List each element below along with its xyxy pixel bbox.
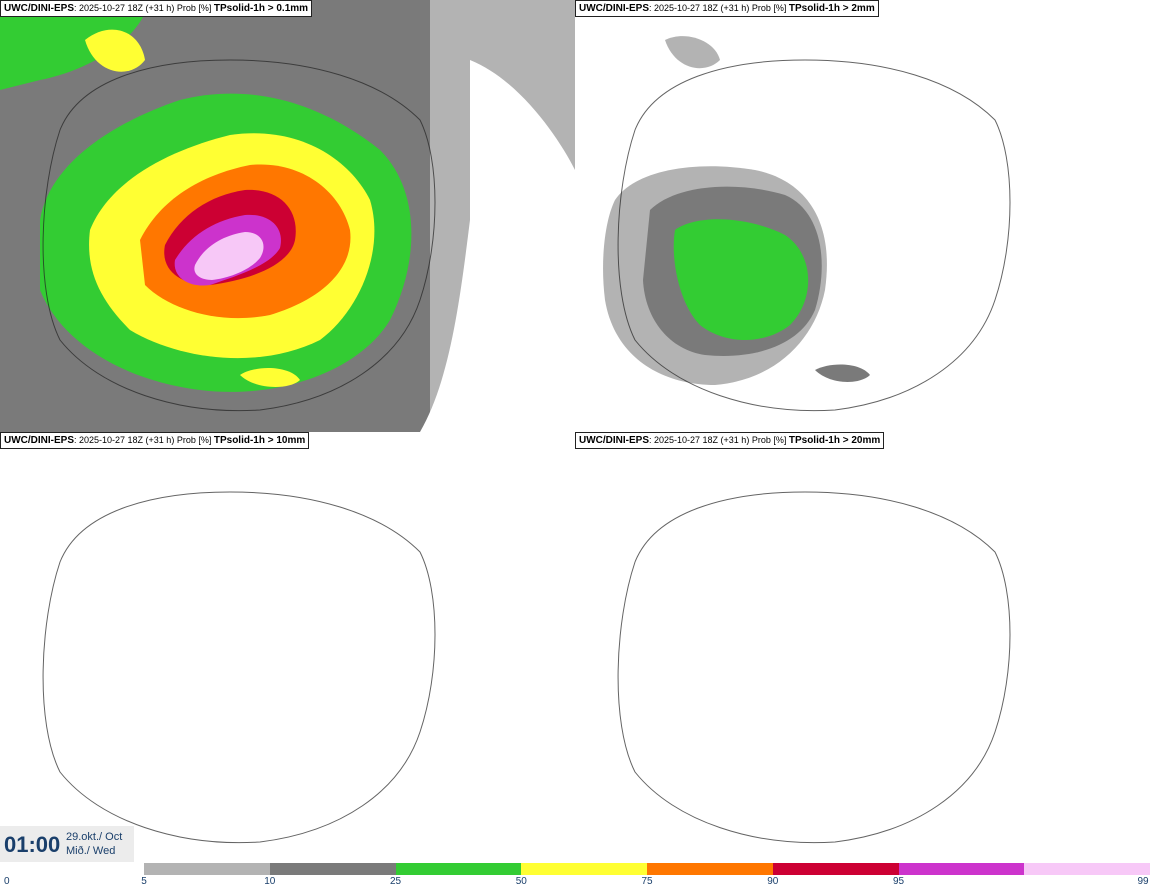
map-panel-20mm: UWC/DINI-EPS: 2025-10-27 18Z (+31 h) Pro… bbox=[575, 432, 1150, 864]
run-info: : 2025-10-27 18Z (+31 h) Prob [%] bbox=[649, 435, 787, 445]
panel-title: UWC/DINI-EPS: 2025-10-27 18Z (+31 h) Pro… bbox=[575, 432, 885, 449]
valid-date: 29.okt./ Oct bbox=[66, 831, 123, 843]
threshold-label: TPsolid-1h > 20mm bbox=[788, 435, 881, 446]
map-panel-10mm: UWC/DINI-EPS: 2025-10-27 18Z (+31 h) Pro… bbox=[0, 432, 575, 864]
panel-title: UWC/DINI-EPS: 2025-10-27 18Z (+31 h) Pro… bbox=[0, 0, 313, 17]
valid-time-box: 01:00 29.okt./ Oct Mið./ Wed bbox=[0, 826, 134, 862]
model-name: UWC/DINI-EPS bbox=[579, 3, 649, 14]
colorbar-tick-label: 99 bbox=[1137, 876, 1149, 887]
run-info: : 2025-10-27 18Z (+31 h) Prob [%] bbox=[74, 435, 212, 445]
colorbar-segment bbox=[772, 863, 899, 875]
threshold-label: TPsolid-1h > 10mm bbox=[213, 435, 306, 446]
colorbar-segment bbox=[647, 863, 773, 875]
run-info: : 2025-10-27 18Z (+31 h) Prob [%] bbox=[74, 3, 212, 13]
probability-colorbar bbox=[144, 863, 1150, 875]
map-panel-2mm: UWC/DINI-EPS: 2025-10-27 18Z (+31 h) Pro… bbox=[575, 0, 1150, 432]
colorbar-segment bbox=[395, 863, 522, 875]
iceland-outline-10mm bbox=[42, 491, 436, 844]
model-name: UWC/DINI-EPS bbox=[4, 3, 74, 14]
colorbar-tick-label: 5 bbox=[141, 876, 147, 887]
model-name: UWC/DINI-EPS bbox=[4, 435, 74, 446]
threshold-label: TPsolid-1h > 0.1mm bbox=[213, 3, 309, 14]
colorbar-tick-label: 10 bbox=[264, 876, 276, 887]
panel-title: UWC/DINI-EPS: 2025-10-27 18Z (+31 h) Pro… bbox=[0, 432, 310, 449]
colorbar-tick-label: 50 bbox=[515, 876, 527, 887]
threshold-label: TPsolid-1h > 2mm bbox=[788, 3, 875, 14]
colorbar-tick-label: 0 bbox=[4, 876, 10, 887]
colorbar-tick-label: 95 bbox=[892, 876, 905, 887]
colorbar-tick-label: 90 bbox=[767, 876, 779, 887]
colorbar-segment bbox=[521, 863, 647, 875]
valid-weekday: Mið./ Wed bbox=[66, 845, 116, 857]
colorbar-segment bbox=[1024, 863, 1150, 875]
model-name: UWC/DINI-EPS bbox=[579, 435, 649, 446]
probability-field-0p1mm bbox=[0, 0, 575, 432]
probability-field-2mm bbox=[603, 36, 1011, 412]
colorbar-tick-label: 25 bbox=[389, 876, 402, 887]
colorbar-tick-label: 75 bbox=[641, 876, 653, 887]
panel-title: UWC/DINI-EPS: 2025-10-27 18Z (+31 h) Pro… bbox=[575, 0, 879, 17]
valid-time: 01:00 bbox=[4, 832, 61, 857]
iceland-outline-20mm bbox=[617, 491, 1011, 844]
colorbar-segment bbox=[269, 863, 396, 875]
map-panel-0p1mm: UWC/DINI-EPS: 2025-10-27 18Z (+31 h) Pro… bbox=[0, 0, 575, 432]
colorbar-segment bbox=[898, 863, 1025, 875]
colorbar-segment bbox=[144, 863, 270, 875]
run-info: : 2025-10-27 18Z (+31 h) Prob [%] bbox=[649, 3, 787, 13]
